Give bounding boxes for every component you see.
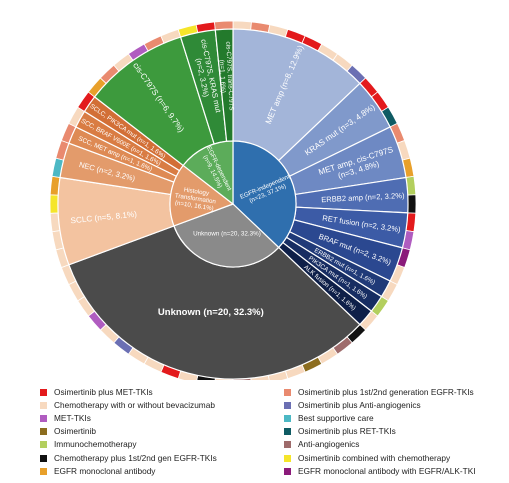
legend-swatch — [40, 428, 47, 436]
middle-label-erbb2-amp-n-2-3-2: ERBB2 amp (n=2, 3.2%) — [321, 191, 405, 204]
legend-swatch — [284, 441, 291, 449]
inner-segment-histology-transformation-n-10-16-1 — [169, 164, 235, 227]
legend-item-osimertinib-plus-ret-tkis: Osimertinib plus RET-TKIs — [284, 425, 396, 438]
inner-ring — [169, 140, 297, 268]
legend-swatch — [284, 389, 291, 396]
legend-item-best-supportive-care: Best supportive care — [284, 412, 374, 425]
legend-item-osimertinib-plus-1st-2nd-generation-egfr-tkis: Osimertinib plus 1st/2nd generation EGFR… — [284, 386, 474, 399]
legend-item-chemotherapy-plus-1st-2nd-gen-egfr-tkis: Chemotherapy plus 1st/2nd gen EGFR-TKIs — [40, 452, 217, 465]
legend-label: Osimertinib plus MET-TKIs — [54, 387, 153, 397]
legend-label: Osimertinib plus RET-TKIs — [298, 426, 396, 437]
legend-label: Osimertinib combined with chemotherapy — [298, 452, 451, 463]
middle-label-unknown-n-20-32-3: Unknown (n=20, 32.3%) — [158, 307, 264, 318]
legend-label: EGFR monoclonal antibody with EGFR/ALK-T… — [298, 465, 476, 476]
legend-swatch — [284, 402, 291, 410]
legend-label: Osimertinib plus 1st/2nd generation EGFR… — [298, 387, 474, 397]
legend-item-anti-angiogenics: Anti-angiogenics — [284, 438, 359, 451]
sunburst-chart: EGFR-independent(n=23, 37.1%)Unknown (n=… — [49, 20, 417, 380]
legend-label: Best supportive care — [298, 413, 374, 424]
legend-swatch — [40, 415, 47, 423]
inner-segment-egfr-dependent-n-9-14-5 — [182, 140, 234, 206]
legend-swatch — [40, 467, 47, 475]
legend-label: Immunochemotherapy — [54, 439, 137, 450]
legend-item-immunochemotherapy: Immunochemotherapy — [40, 438, 137, 451]
legend-item-met-tkis: MET-TKIs — [40, 412, 91, 425]
legend-item-osimertinib: Osimertinib — [40, 425, 96, 438]
legend-swatch — [40, 454, 47, 462]
outer-segment — [407, 194, 417, 214]
legend-swatch — [284, 415, 291, 423]
inner-label-unknown-n-20-32-3: Unknown (n=20, 32.3%) — [193, 231, 261, 238]
legend-label: Chemotherapy with or without bevacizumab — [54, 400, 215, 411]
legend-label: MET-TKIs — [54, 413, 91, 424]
legend-label: Osimertinib plus Anti-angiogenics — [298, 400, 421, 411]
legend-swatch — [40, 389, 47, 396]
legend-swatch — [284, 467, 291, 475]
legend-swatch — [284, 454, 291, 462]
legend-label: Anti-angiogenics — [298, 439, 360, 450]
legend-item-egfr-monoclonal-antibody-with-egfr-alk-tki: EGFR monoclonal antibody with EGFR/ALK-T… — [284, 465, 476, 478]
legend-item-egfr-monoclonal-antibody: EGFR monoclonal antibody — [40, 465, 155, 478]
legend-item-osimertinib-combined-with-chemotherapy: Osimertinib combined with chemotherapy — [284, 452, 450, 465]
legend-swatch — [40, 441, 47, 449]
legend-label: Chemotherapy plus 1st/2nd gen EGFR-TKIs — [54, 452, 217, 463]
legend-swatch — [284, 428, 291, 436]
legend-label: Osimertinib — [54, 426, 96, 437]
outer-segment — [49, 194, 59, 214]
middle-label-cis-c797s-trans-c797s: cis-C797S, trans-C797S(n=1, 1.6%) — [217, 41, 235, 111]
legend-label: EGFR monoclonal antibody — [54, 465, 156, 476]
legend-swatch — [40, 402, 47, 410]
middle-ring — [57, 28, 409, 380]
legend-item-chemotherapy-with-or-without-bevacizumab: Chemotherapy with or without bevacizumab — [40, 399, 215, 412]
legend-item-osimertinib-plus-met-tkis: Osimertinib plus MET-TKIs — [40, 386, 153, 399]
inner-segment-egfr-independent-n-23-37-1 — [232, 140, 297, 249]
inner-segment-unknown-n-20-32-3 — [173, 203, 280, 268]
legend-item-osimertinib-plus-anti-angiogenics: Osimertinib plus Anti-angiogenics — [284, 399, 421, 412]
